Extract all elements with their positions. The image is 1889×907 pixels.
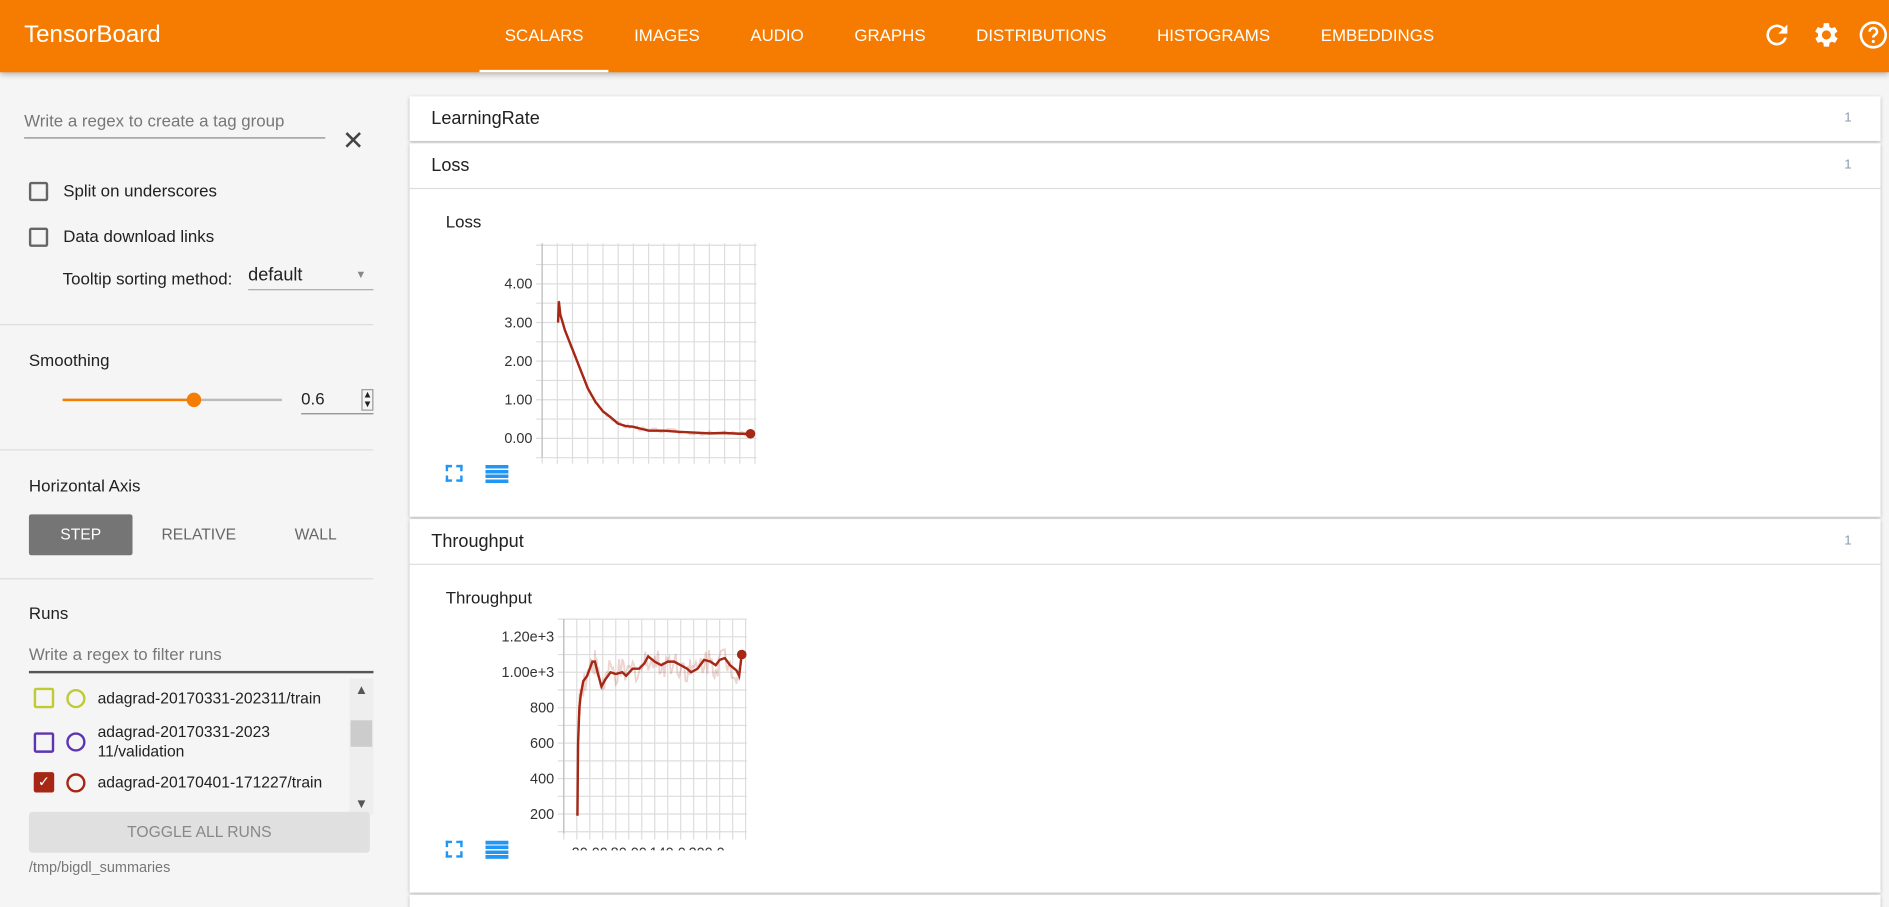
- runs-filter-input[interactable]: Write a regex to filter runs: [28, 644, 374, 674]
- chart-title: Throughput: [445, 587, 533, 608]
- split-underscores-checkbox[interactable]: Split on underscores: [28, 181, 374, 203]
- raw-series-line: [576, 648, 742, 813]
- y-tick-label: 1.20e+3: [502, 630, 555, 646]
- run-item[interactable]: ✓ adagrad-20170401-171227/train: [33, 772, 322, 793]
- y-tick-label: 0.00: [504, 431, 532, 447]
- y-tick-label: 200: [530, 807, 554, 823]
- y-tick-label: 1.00e+3: [502, 665, 555, 681]
- y-tick-label: 600: [530, 736, 554, 752]
- loss-chart[interactable]: 0.00 1.00 2.00 3.00 4.00: [446, 234, 807, 475]
- run-item[interactable]: adagrad-20170331-202311/validation: [33, 723, 275, 762]
- spinner-icon[interactable]: ▲ ▼: [361, 389, 374, 411]
- fullscreen-icon[interactable]: [445, 840, 463, 858]
- tab-scalars[interactable]: SCALARS: [479, 0, 609, 73]
- smoothing-slider[interactable]: [62, 392, 282, 408]
- slider-knob[interactable]: [186, 392, 202, 408]
- tooltip-sorting-label: Tooltip sorting method:: [62, 268, 233, 288]
- card-throughput: Throughput 1 Throughput 200 400 600 800 1.00e…: [409, 519, 1881, 893]
- x-tick-label: 200.0: [689, 846, 725, 851]
- run-color-icon: [66, 732, 86, 752]
- axis-relative-button[interactable]: RELATIVE: [161, 525, 237, 544]
- logdir-path: /tmp/bigdl_summaries: [28, 858, 171, 876]
- tab-graphs[interactable]: GRAPHS: [854, 25, 926, 45]
- run-checkbox[interactable]: [33, 731, 55, 753]
- card-title: Loss: [431, 155, 470, 176]
- data-table-icon[interactable]: [485, 840, 509, 859]
- dropdown-arrow-icon: ▼: [355, 268, 367, 281]
- card-count: 1: [1844, 157, 1852, 173]
- runs-scrollbar[interactable]: ▲ ▼: [349, 678, 374, 815]
- top-app-bar: TensorBoard SCALARS IMAGES AUDIO GRAPHS …: [0, 0, 1889, 73]
- checkbox[interactable]: [28, 227, 49, 247]
- axis-wall-button[interactable]: WALL: [294, 525, 337, 544]
- y-tick-label: 3.00: [504, 315, 532, 331]
- y-tick-label: 2.00: [504, 354, 532, 370]
- scroll-down-icon[interactable]: ▼: [354, 797, 368, 812]
- x-tick-label: 20.00: [572, 846, 608, 851]
- smoothed-series-line: [576, 654, 743, 816]
- tab-images[interactable]: IMAGES: [634, 25, 700, 45]
- chart-title: Loss: [445, 211, 482, 232]
- card-loss: Loss 1 Loss 0.00 1.00 2.00 3.00 4.00: [409, 143, 1881, 517]
- run-checkbox-checked[interactable]: ✓: [33, 772, 55, 793]
- app-title: TensorBoard: [24, 21, 161, 49]
- tag-group-input[interactable]: Write a regex to create a tag group: [24, 111, 326, 139]
- tab-embeddings[interactable]: EMBEDDINGS: [1320, 25, 1435, 45]
- smoothing-label: Smoothing: [28, 350, 110, 370]
- card-count: 1: [1844, 110, 1852, 126]
- help-icon[interactable]: [1858, 19, 1889, 50]
- refresh-icon[interactable]: [1761, 19, 1792, 50]
- card-title: LearningRate: [431, 108, 540, 129]
- card-header[interactable]: Loss 1: [409, 143, 1881, 190]
- smoothed-series-line: [556, 301, 751, 435]
- tab-distributions[interactable]: DISTRIBUTIONS: [976, 25, 1107, 45]
- run-color-icon: [66, 772, 86, 792]
- tab-audio[interactable]: AUDIO: [750, 25, 804, 45]
- y-tick-label: 400: [530, 771, 554, 787]
- horizontal-axis-label: Horizontal Axis: [28, 475, 141, 496]
- close-icon[interactable]: ✕: [342, 125, 365, 156]
- raw-series-line: [557, 300, 749, 437]
- card-header[interactable]: Throughput 1: [409, 519, 1881, 565]
- run-item[interactable]: adagrad-20170331-202311/train: [33, 687, 321, 709]
- scroll-up-icon[interactable]: ▲: [354, 682, 368, 698]
- data-table-icon[interactable]: [485, 464, 509, 484]
- runs-list: adagrad-20170331-202311/train adagrad-20…: [29, 678, 374, 815]
- y-tick-label: 4.00: [504, 277, 532, 293]
- x-tick-label: 140.0: [650, 846, 686, 851]
- last-point-marker: [736, 649, 747, 660]
- run-checkbox[interactable]: [33, 687, 55, 709]
- tooltip-sorting-select[interactable]: default ▼: [248, 265, 374, 291]
- card-count: 1: [1844, 533, 1852, 549]
- toggle-all-runs-button[interactable]: TOGGLE ALL RUNS: [28, 811, 370, 853]
- card-next: [409, 894, 1881, 907]
- tab-histograms[interactable]: HISTOGRAMS: [1157, 25, 1271, 45]
- y-tick-label: 1.00: [504, 393, 532, 409]
- download-links-checkbox[interactable]: Data download links: [28, 226, 374, 248]
- axis-step-button[interactable]: STEP: [28, 514, 133, 556]
- run-color-icon: [66, 688, 86, 708]
- card-title: Throughput: [431, 531, 524, 552]
- nav-tabs: SCALARS IMAGES AUDIO GRAPHS DISTRIBUTION…: [479, 0, 1459, 73]
- x-tick-label: 80.00: [611, 846, 647, 851]
- last-point-marker: [745, 428, 756, 439]
- throughput-chart[interactable]: 200 400 600 800 1.00e+3 1.20e+3 20.0080.00140.…: [446, 609, 807, 850]
- fullscreen-icon[interactable]: [445, 464, 463, 482]
- sidebar: Write a regex to create a tag group ✕ Sp…: [0, 72, 388, 907]
- runs-label: Runs: [28, 603, 69, 623]
- y-tick-label: 800: [530, 701, 554, 717]
- smoothing-input[interactable]: 0.6 ▲ ▼: [301, 389, 374, 415]
- card-learningrate[interactable]: LearningRate 1: [409, 96, 1881, 141]
- checkbox[interactable]: [28, 181, 49, 201]
- settings-icon[interactable]: [1809, 19, 1840, 50]
